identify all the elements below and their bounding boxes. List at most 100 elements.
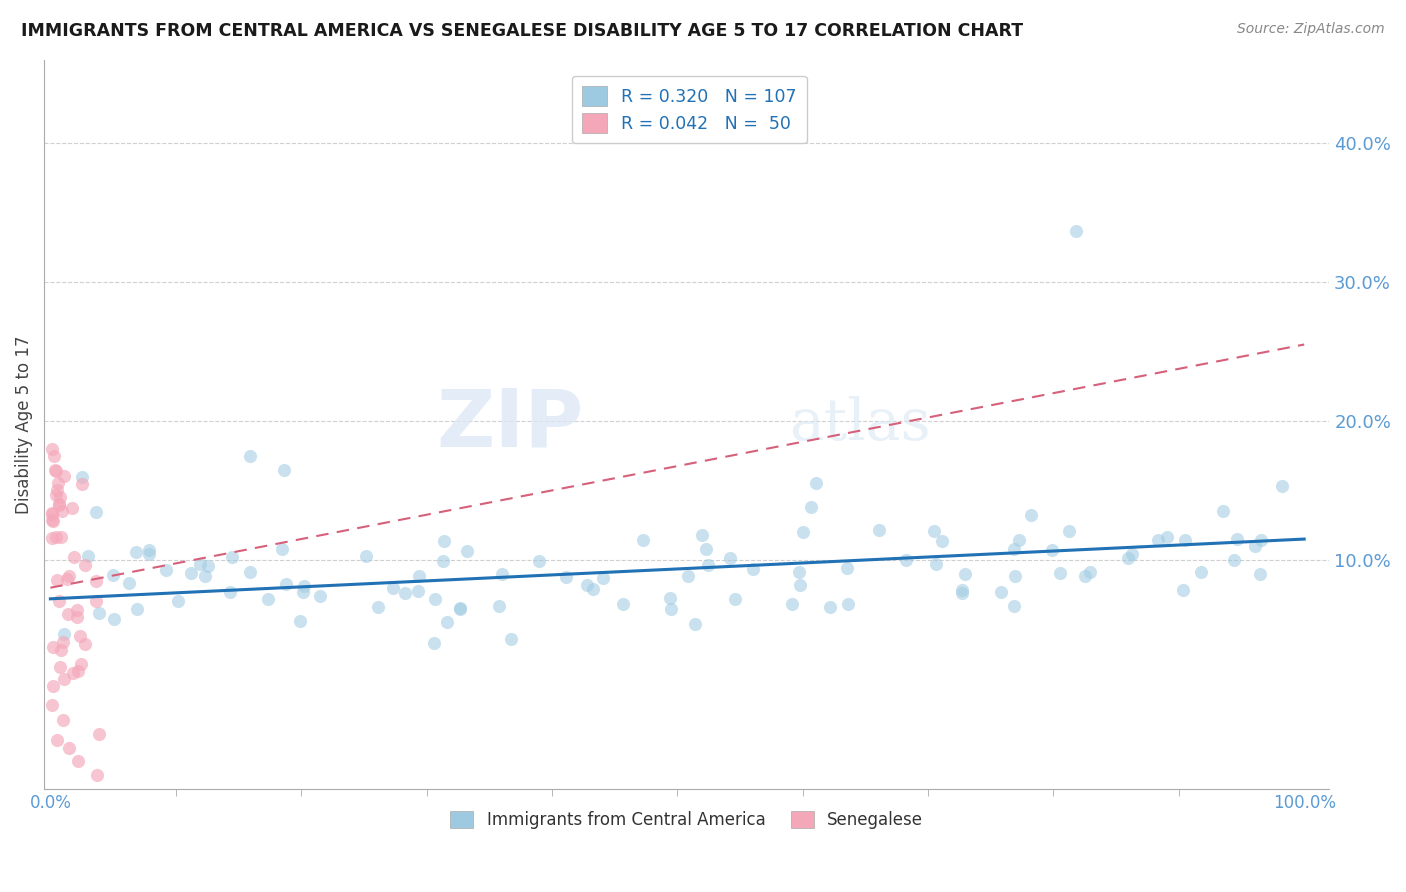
Point [52, 626, 75, 640]
Point [491, 566, 513, 581]
Point [527, 554, 550, 568]
Point [41, 531, 63, 545]
Point [45, 483, 67, 498]
Point [221, 550, 243, 565]
Point [1249, 567, 1271, 582]
Point [66, 665, 89, 679]
Point [41, 640, 63, 655]
Point [820, 599, 842, 614]
Point [56, 607, 79, 621]
Point [1004, 569, 1026, 583]
Point [190, 557, 212, 571]
Point [1116, 551, 1139, 566]
Point [69, 657, 91, 671]
Point [432, 534, 454, 549]
Point [124, 544, 146, 558]
Point [86, 768, 108, 782]
Point [582, 582, 605, 597]
Point [48, 497, 70, 511]
Point [742, 562, 765, 576]
Point [501, 632, 523, 646]
Point [631, 533, 654, 547]
Point [1064, 223, 1087, 237]
Point [1271, 479, 1294, 493]
Point [197, 558, 219, 573]
Point [52, 673, 75, 687]
Point [894, 552, 917, 566]
Point [48, 498, 70, 512]
Point [780, 597, 803, 611]
Point [239, 566, 262, 580]
Point [42, 515, 65, 529]
Point [48, 594, 70, 608]
Point [690, 527, 713, 541]
Point [218, 585, 240, 599]
Point [789, 577, 811, 591]
Point [56, 572, 79, 586]
Point [42, 679, 65, 693]
Point [53, 468, 76, 483]
Point [1147, 533, 1170, 548]
Point [676, 569, 699, 583]
Point [58, 740, 80, 755]
Point [436, 615, 458, 630]
Point [70, 476, 93, 491]
Point [84, 593, 107, 607]
Point [612, 597, 634, 611]
Point [1057, 524, 1080, 538]
Point [45, 487, 67, 501]
Point [103, 612, 125, 626]
Point [46, 573, 69, 587]
Point [1189, 565, 1212, 579]
Point [1156, 530, 1178, 544]
Point [555, 570, 578, 584]
Point [1019, 508, 1042, 523]
Point [955, 566, 977, 581]
Point [1212, 504, 1234, 518]
Point [1244, 539, 1267, 553]
Point [1173, 582, 1195, 597]
Point [271, 542, 294, 557]
Point [101, 568, 124, 582]
Point [792, 525, 814, 540]
Point [84, 574, 107, 589]
Point [75, 558, 97, 572]
Point [837, 597, 859, 611]
Point [1121, 547, 1143, 561]
Point [45, 464, 67, 478]
Point [49, 643, 72, 657]
Point [950, 586, 973, 600]
Point [990, 585, 1012, 599]
Point [924, 557, 946, 571]
Point [367, 599, 389, 614]
Point [804, 476, 827, 491]
Point [449, 602, 471, 616]
Point [354, 549, 377, 563]
Point [432, 553, 454, 567]
Point [60, 500, 83, 515]
Point [87, 726, 110, 740]
Text: Source: ZipAtlas.com: Source: ZipAtlas.com [1237, 22, 1385, 37]
Point [273, 462, 295, 476]
Point [51, 530, 73, 544]
Point [84, 505, 107, 519]
Point [1223, 553, 1246, 567]
Point [75, 637, 97, 651]
Point [45, 530, 67, 544]
Point [180, 566, 202, 580]
Point [450, 600, 472, 615]
Point [44, 449, 66, 463]
Point [288, 614, 311, 628]
Point [41, 507, 63, 521]
Point [950, 582, 973, 597]
Point [138, 548, 160, 562]
Point [294, 579, 316, 593]
Point [127, 602, 149, 616]
Point [1226, 532, 1249, 546]
Point [69, 629, 91, 643]
Point [62, 666, 84, 681]
Point [1042, 543, 1064, 558]
Point [194, 569, 217, 583]
Point [309, 589, 332, 603]
Point [576, 578, 599, 592]
